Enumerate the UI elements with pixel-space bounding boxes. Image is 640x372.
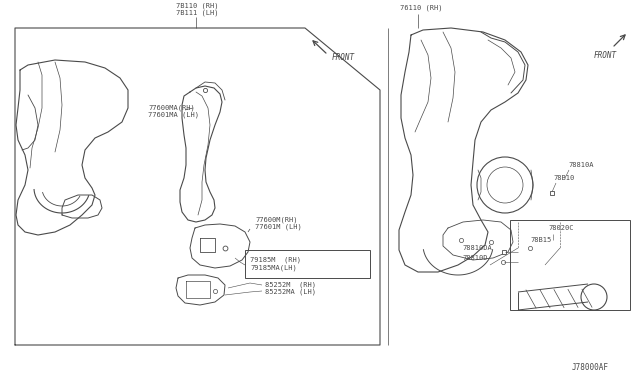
Text: FRONT: FRONT (594, 51, 617, 60)
Text: J78000AF: J78000AF (572, 363, 609, 372)
Text: 7B111 (LH): 7B111 (LH) (176, 10, 218, 16)
Text: 77601M (LH): 77601M (LH) (255, 224, 301, 230)
Text: 77600M(RH): 77600M(RH) (255, 217, 298, 223)
Text: 78810DA: 78810DA (462, 245, 492, 251)
Text: 77600MA(RH): 77600MA(RH) (148, 105, 195, 111)
Text: 77601MA (LH): 77601MA (LH) (148, 112, 199, 118)
Text: 78B15: 78B15 (530, 237, 551, 243)
Text: 79185M  (RH): 79185M (RH) (250, 257, 301, 263)
Text: 78B10: 78B10 (553, 175, 574, 181)
Text: 7B110 (RH): 7B110 (RH) (176, 3, 218, 9)
Text: 78810A: 78810A (568, 162, 593, 168)
Text: 76110 (RH): 76110 (RH) (400, 5, 442, 11)
Text: 85252MA (LH): 85252MA (LH) (265, 289, 316, 295)
Text: 85252M  (RH): 85252M (RH) (265, 282, 316, 288)
Text: 78020C: 78020C (548, 225, 573, 231)
Text: FRONT: FRONT (332, 52, 355, 61)
Text: 79185MA(LH): 79185MA(LH) (250, 265, 297, 271)
Text: 78810D: 78810D (462, 255, 488, 261)
